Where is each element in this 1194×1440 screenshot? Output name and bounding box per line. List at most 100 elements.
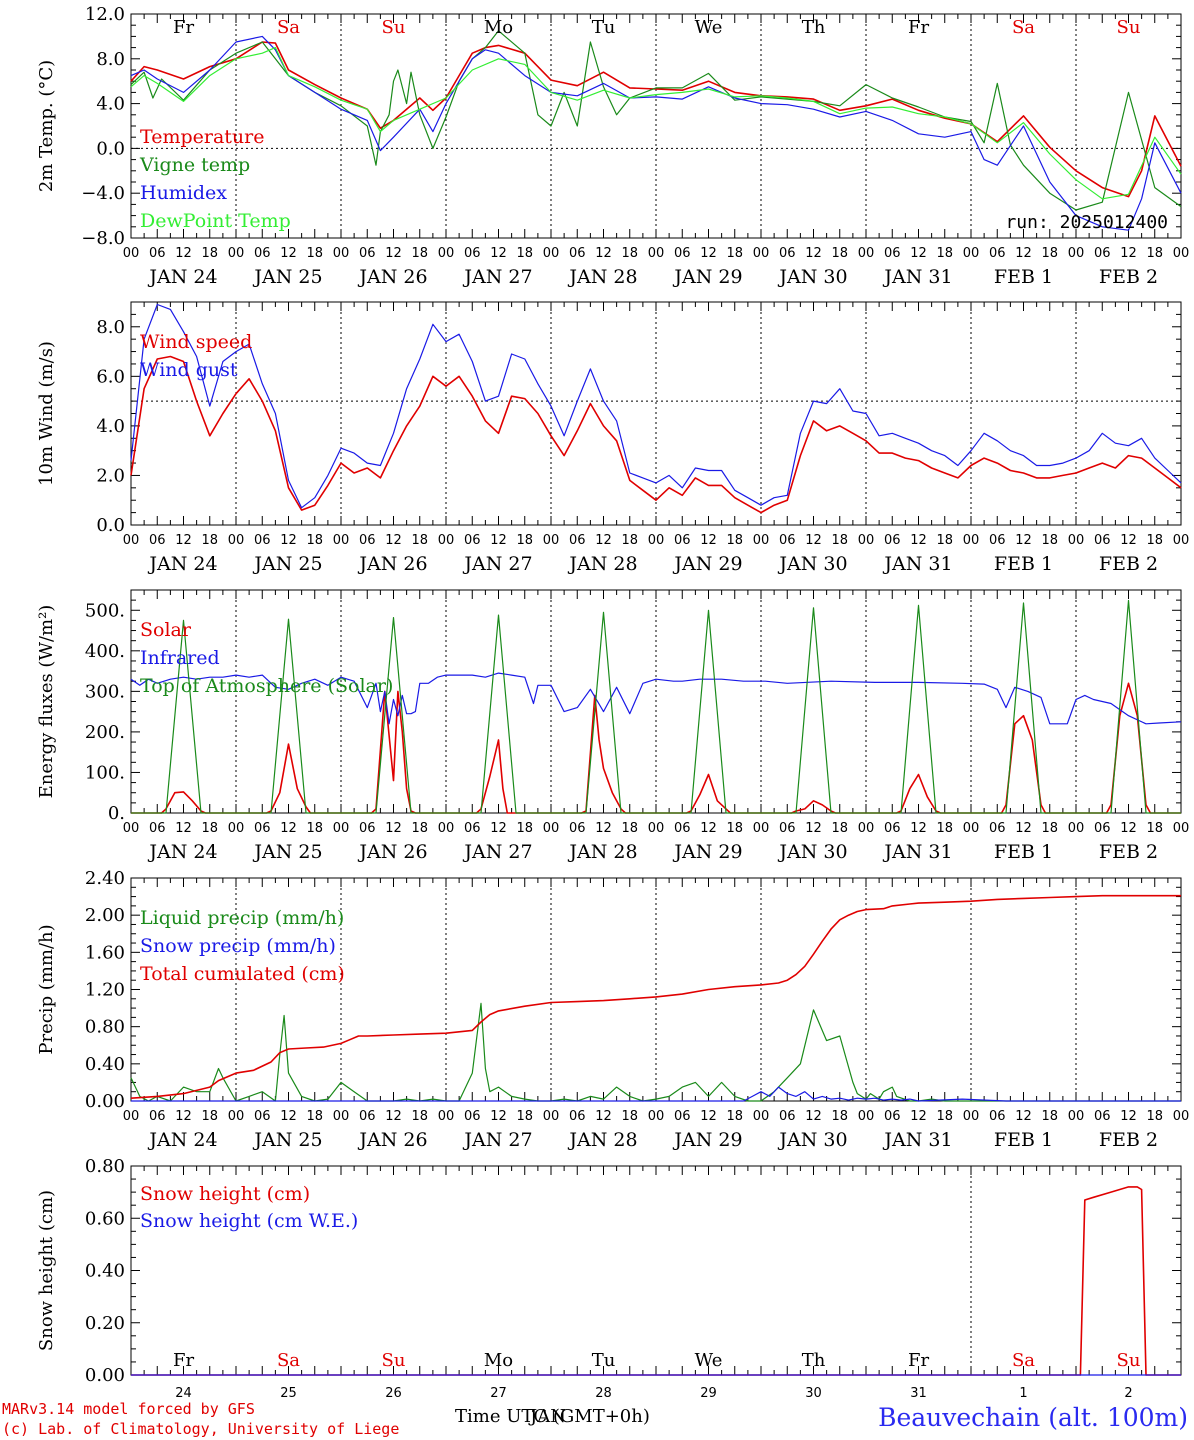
day-number-label: 31 — [910, 1386, 927, 1401]
series-line-wind-gust — [130, 303, 1182, 509]
hour-label: 00 — [753, 246, 770, 261]
hour-label: 00 — [123, 821, 140, 836]
hour-label: 12 — [1120, 533, 1137, 548]
hour-label: 18 — [306, 533, 323, 548]
legend-entry: Total cumulated (cm) — [140, 963, 345, 985]
weekday-label: Mo — [484, 1350, 513, 1371]
hour-label: 06 — [779, 246, 796, 261]
y-tick-label: 500. — [85, 600, 125, 621]
hour-label: 12 — [805, 1109, 822, 1124]
panel-4 — [130, 877, 1182, 1102]
hour-label: 18 — [1146, 533, 1163, 548]
hour-label: 12 — [1120, 246, 1137, 261]
model-credit: MARv3.14 model forced by GFS — [2, 1400, 255, 1418]
date-label: JAN 31 — [882, 553, 952, 575]
hour-label: 18 — [831, 1109, 848, 1124]
y-tick-label: −8.0 — [81, 228, 125, 249]
y-tick-label: 0.80 — [85, 1156, 125, 1177]
hour-label: 00 — [123, 246, 140, 261]
hour-label: 00 — [543, 246, 560, 261]
hour-label: 06 — [674, 246, 691, 261]
date-label: FEB 1 — [994, 1129, 1053, 1151]
legend-entry: Liquid precip (mm/h) — [140, 907, 344, 929]
series-line-dewpoint-temp — [130, 46, 1182, 200]
hour-label: 00 — [963, 1109, 980, 1124]
panel-1 — [130, 13, 1182, 239]
hour-label: 06 — [254, 246, 271, 261]
hour-label: 06 — [779, 1109, 796, 1124]
legend-entry: Infrared — [140, 647, 220, 669]
date-label: JAN 28 — [567, 841, 637, 863]
legend-entry: Top of Atmosphere (Solar) — [140, 675, 393, 697]
hour-label: 18 — [621, 821, 638, 836]
hour-label: 12 — [280, 533, 297, 548]
y-tick-label: 0.0 — [96, 138, 125, 159]
date-label: FEB 2 — [1099, 841, 1158, 863]
hour-label: 12 — [490, 246, 507, 261]
weekday-label: Mo — [484, 17, 513, 38]
x-axis-time-label: Time UTC (GMT+0h) — [455, 1406, 650, 1427]
series-line-wind-speed — [130, 355, 1182, 514]
hour-label: 06 — [569, 533, 586, 548]
hour-label: 18 — [201, 821, 218, 836]
weekday-label: Th — [802, 17, 826, 38]
weekday-label: Sa — [277, 1350, 300, 1371]
date-label: JAN 26 — [357, 266, 427, 288]
legend-entry: Temperature — [140, 126, 264, 148]
hour-label: 00 — [1068, 533, 1085, 548]
hour-label: 00 — [228, 533, 245, 548]
y-axis-label: Energy fluxes (W/m²) — [36, 605, 57, 799]
hour-label: 12 — [595, 821, 612, 836]
day-number-label: 28 — [595, 1386, 612, 1401]
hour-label: 12 — [910, 821, 927, 836]
hour-label: 18 — [621, 246, 638, 261]
hour-label: 12 — [595, 1109, 612, 1124]
hour-label: 06 — [464, 246, 481, 261]
legend-entry: Snow height (cm) — [140, 1183, 310, 1205]
date-label: JAN 31 — [882, 266, 952, 288]
hour-label: 00 — [438, 533, 455, 548]
series-line-snow-precip-mm-h- — [131, 1086, 1181, 1102]
hour-label: 18 — [1146, 246, 1163, 261]
date-label: FEB 2 — [1099, 1129, 1158, 1151]
hour-label: 06 — [989, 821, 1006, 836]
hour-label: 18 — [306, 246, 323, 261]
hour-label: 00 — [438, 1109, 455, 1124]
hour-label: 12 — [910, 246, 927, 261]
hour-label: 06 — [569, 821, 586, 836]
hour-label: 12 — [175, 533, 192, 548]
hour-label: 06 — [359, 1109, 376, 1124]
hour-label: 00 — [1173, 246, 1190, 261]
legend-entry: Humidex — [140, 182, 227, 204]
hour-label: 00 — [438, 246, 455, 261]
hour-label: 18 — [621, 1109, 638, 1124]
hour-label: 12 — [280, 1109, 297, 1124]
date-label: JAN 24 — [147, 266, 217, 288]
hour-label: 12 — [490, 533, 507, 548]
hour-label: 18 — [936, 533, 953, 548]
weekday-label: Sa — [1012, 17, 1035, 38]
hour-label: 06 — [149, 821, 166, 836]
hour-label: 00 — [753, 533, 770, 548]
date-label: JAN 27 — [462, 553, 532, 575]
hour-label: 18 — [831, 821, 848, 836]
day-number-label: 30 — [805, 1386, 822, 1401]
y-tick-label: 100. — [85, 762, 125, 783]
hour-label: 06 — [254, 1109, 271, 1124]
hour-label: 00 — [963, 533, 980, 548]
hour-label: 12 — [805, 821, 822, 836]
hour-label: 18 — [1041, 533, 1058, 548]
hour-label: 00 — [1173, 821, 1190, 836]
hour-label: 00 — [228, 821, 245, 836]
date-label: JAN 27 — [462, 841, 532, 863]
hour-label: 00 — [438, 821, 455, 836]
hour-label: 12 — [805, 533, 822, 548]
weekday-label: Su — [382, 1350, 406, 1371]
date-label: JAN 25 — [252, 553, 322, 575]
y-tick-label: 0.80 — [85, 1017, 125, 1038]
date-label: JAN 28 — [567, 1129, 637, 1151]
hour-label: 12 — [280, 246, 297, 261]
y-tick-label: 1.60 — [85, 942, 125, 963]
legend-entry: Snow precip (mm/h) — [140, 935, 336, 957]
weekday-label: Fr — [908, 17, 929, 38]
